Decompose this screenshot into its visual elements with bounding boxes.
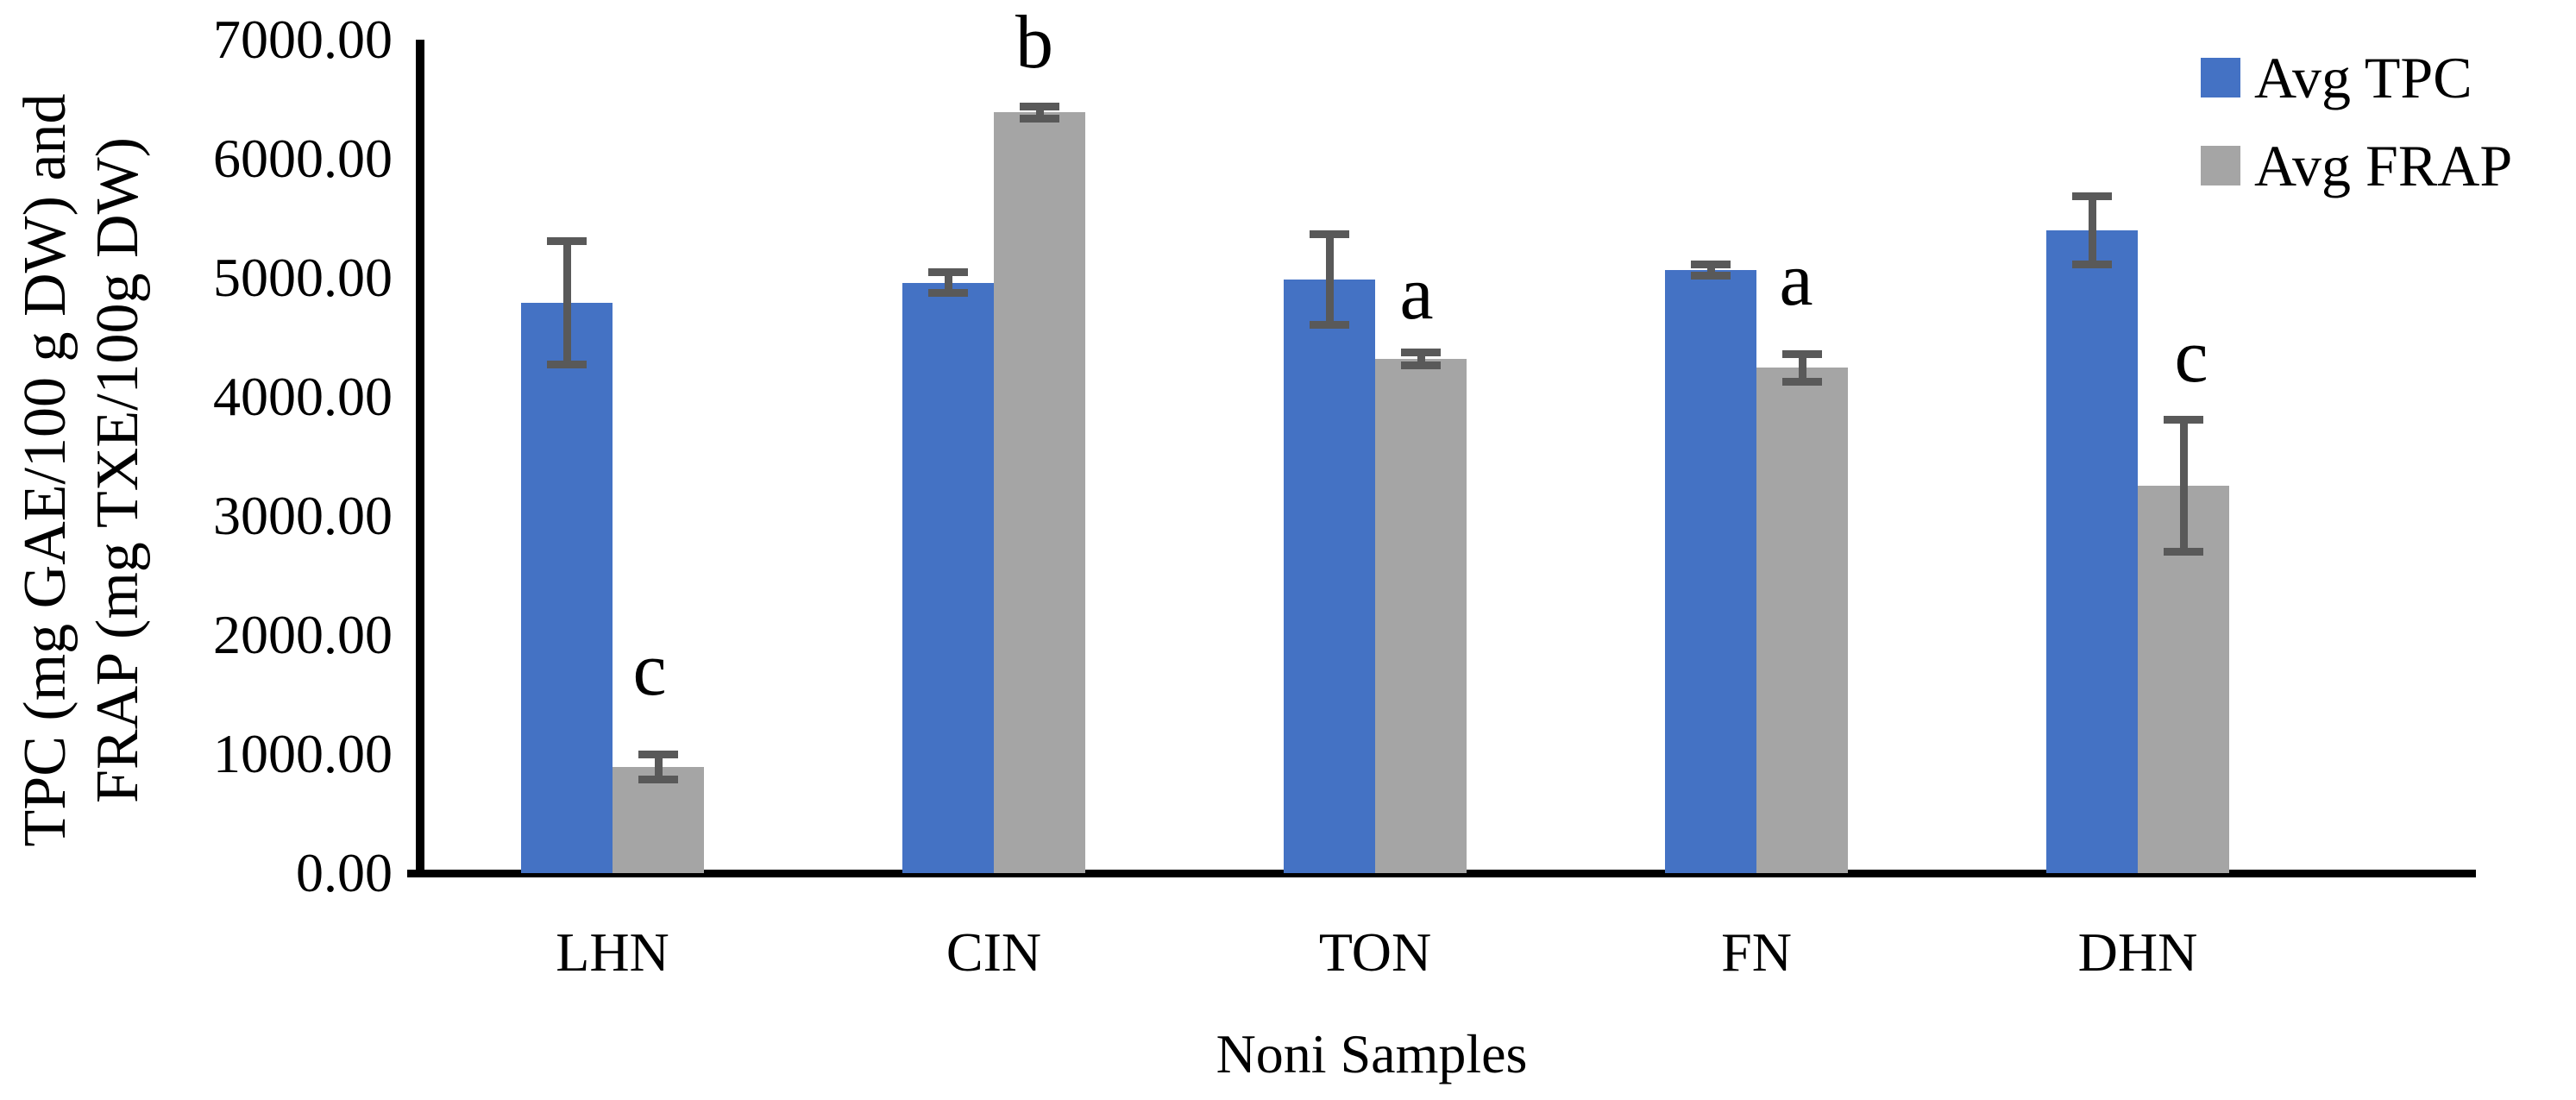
error-bar-stem-avg-frap-ton [1417,352,1425,366]
significance-letter-cin: b [1015,1,1053,85]
bar-avg-tpc-cin [902,282,994,873]
y-tick-label: 1000.00 [213,723,393,784]
bar-avg-tpc-dhn [2046,229,2138,873]
legend-item-avg-frap: Avg FRAP [2201,133,2513,198]
error-bar-cap-bottom-avg-tpc-cin [928,289,968,298]
error-bar-cap-top-avg-tpc-lhn [547,236,587,245]
error-bar-cap-bottom-avg-frap-lhn [638,776,678,784]
error-bar-cap-bottom-avg-frap-cin [1020,114,1059,123]
error-bar-cap-top-avg-frap-dhn [2164,415,2203,424]
error-bar-stem-avg-tpc-ton [1325,234,1334,325]
error-bar-cap-bottom-avg-tpc-lhn [547,361,587,369]
y-axis-line [416,40,424,877]
legend-label-avg-frap: Avg FRAP [2254,133,2513,198]
significance-letter-fn: a [1779,238,1813,322]
y-tick-label: 6000.00 [213,128,393,189]
legend: Avg TPC Avg FRAP [2201,45,2513,234]
x-axis-line [407,870,2476,877]
error-bar-cap-top-avg-tpc-fn [1691,261,1731,269]
error-bar-stem-avg-tpc-fn [1706,264,1715,276]
error-bar-stem-avg-tpc-dhn [2088,196,2096,265]
bar-avg-frap-cin [994,112,1085,873]
x-category-label-fn: FN [1721,921,1792,983]
error-bar-cap-top-avg-frap-lhn [638,751,678,759]
error-bar-cap-top-avg-tpc-dhn [2072,192,2112,200]
error-bar-stem-avg-frap-lhn [654,754,663,780]
error-bar-stem-avg-frap-cin [1035,106,1044,119]
bar-avg-tpc-ton [1284,280,1375,873]
error-bar-stem-avg-frap-fn [1798,354,1806,382]
error-bar-cap-bottom-avg-frap-ton [1401,361,1441,369]
error-bar-cap-top-avg-frap-fn [1782,349,1822,358]
error-bar-cap-top-avg-frap-cin [1020,102,1059,110]
error-bar-cap-bottom-avg-tpc-ton [1310,321,1349,329]
y-tick-label: 4000.00 [213,366,393,427]
significance-letter-dhn: c [2174,315,2208,399]
error-bar-stem-avg-tpc-lhn [562,241,571,365]
bar-avg-tpc-fn [1665,270,1756,873]
bar-avg-frap-fn [1756,368,1848,873]
error-bar-stem-avg-tpc-cin [944,272,952,293]
legend-swatch-avg-tpc [2201,58,2240,97]
x-category-label-lhn: LHN [556,921,669,983]
x-category-label-cin: CIN [946,921,1042,983]
error-bar-stem-avg-frap-dhn [2179,419,2188,552]
legend-item-avg-tpc: Avg TPC [2201,45,2512,110]
bar-avg-frap-ton [1375,358,1467,873]
y-tick-label: 7000.00 [213,9,393,70]
x-category-label-dhn: DHN [2077,921,2198,983]
error-bar-cap-bottom-avg-tpc-fn [1691,271,1731,280]
legend-swatch-avg-frap [2201,146,2240,185]
error-bar-cap-top-avg-frap-ton [1401,348,1441,356]
error-bar-cap-top-avg-tpc-ton [1310,230,1349,239]
x-axis-title: Noni Samples [1216,1023,1528,1084]
legend-label-avg-tpc: Avg TPC [2254,45,2472,110]
bar-avg-frap-lhn [613,767,704,873]
error-bar-cap-bottom-avg-tpc-dhn [2072,260,2112,268]
y-tick-label: 0.00 [296,842,393,903]
y-tick-label: 3000.00 [213,485,393,546]
bar-avg-tpc-lhn [521,302,613,873]
y-tick-label: 5000.00 [213,247,393,308]
y-tick-label: 2000.00 [213,604,393,665]
error-bar-cap-top-avg-tpc-cin [928,267,968,276]
significance-letter-ton: a [1399,252,1434,336]
error-bar-cap-bottom-avg-frap-dhn [2164,547,2203,556]
significance-letter-lhn: c [632,628,667,712]
x-category-label-ton: TON [1318,921,1432,983]
error-bar-cap-bottom-avg-frap-fn [1782,377,1822,386]
